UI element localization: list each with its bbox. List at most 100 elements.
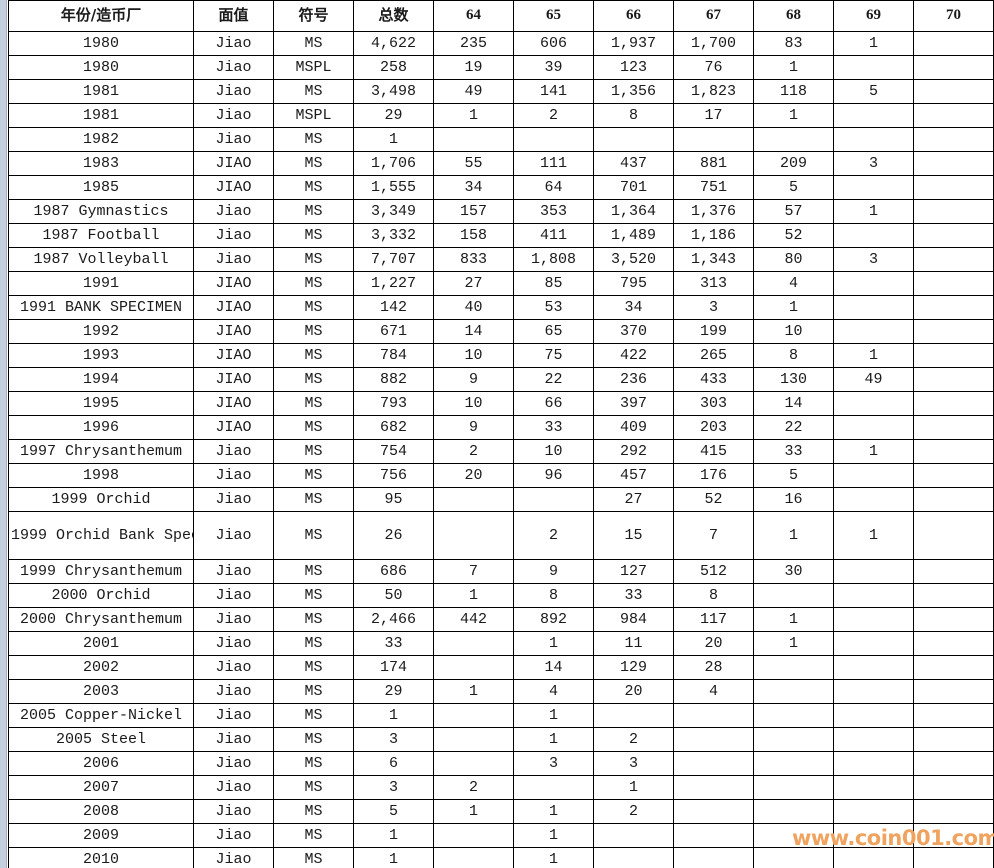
cell-total: 754 <box>353 439 434 464</box>
cell-g70 <box>913 655 994 680</box>
cell-denom: Jiao <box>193 247 274 272</box>
column-header-denom[interactable]: 面值 <box>193 0 274 32</box>
cell-g67: 203 <box>673 415 754 440</box>
cell-g64: 157 <box>433 199 514 224</box>
cell-total: 174 <box>353 655 434 680</box>
column-header-symbol[interactable]: 符号 <box>273 0 354 32</box>
cell-g66: 409 <box>593 415 674 440</box>
cell-symbol: MS <box>273 607 354 632</box>
table-row: 2009 Jiao MS 1 1 <box>8 823 994 848</box>
cell-g70 <box>913 559 994 584</box>
cell-g66: 422 <box>593 343 674 368</box>
cell-g64: 14 <box>433 319 514 344</box>
cell-g68 <box>753 775 834 800</box>
cell-g70 <box>913 703 994 728</box>
cell-row-label: 2003 <box>8 679 194 704</box>
cell-g66: 15 <box>593 511 674 560</box>
cell-g66: 1,489 <box>593 223 674 248</box>
cell-symbol: MS <box>273 559 354 584</box>
cell-g65: 4 <box>513 679 594 704</box>
cell-g64 <box>433 703 514 728</box>
column-header-g65[interactable]: 65 <box>513 0 594 32</box>
cell-g65: 33 <box>513 415 594 440</box>
table-row: 1997 Chrysanthemum Jiao MS 754 2 10 292 415 33 1 <box>8 439 994 464</box>
table-row: 1991 JIAO MS 1,227 27 85 795 313 4 <box>8 271 994 296</box>
cell-g70 <box>913 847 994 868</box>
cell-symbol: MS <box>273 583 354 608</box>
cell-total: 1 <box>353 823 434 848</box>
column-header-label[interactable]: 年份/造币厂 <box>8 0 194 32</box>
cell-symbol: MS <box>273 295 354 320</box>
cell-g68 <box>753 127 834 152</box>
cell-g68: 1 <box>753 607 834 632</box>
coin-population-table: 年份/造币厂 面值 符号 总数 64 65 66 67 68 69 70 1980 Jiao MS 4,6… <box>8 0 994 868</box>
cell-g69 <box>833 463 914 488</box>
cell-g69: 3 <box>833 151 914 176</box>
cell-g64: 10 <box>433 343 514 368</box>
column-header-g66[interactable]: 66 <box>593 0 674 32</box>
cell-g67 <box>673 823 754 848</box>
cell-g69: 49 <box>833 367 914 392</box>
cell-g67: 265 <box>673 343 754 368</box>
cell-g68 <box>753 655 834 680</box>
cell-g68: 83 <box>753 31 834 56</box>
cell-g67 <box>673 703 754 728</box>
cell-g70 <box>913 751 994 776</box>
cell-row-label: 1999 Chrysanthemum <box>8 559 194 584</box>
column-header-g67[interactable]: 67 <box>673 0 754 32</box>
column-header-g69[interactable]: 69 <box>833 0 914 32</box>
cell-g65: 75 <box>513 343 594 368</box>
cell-g66: 33 <box>593 583 674 608</box>
cell-g70 <box>913 823 994 848</box>
table-row: 1987 Volleyball Jiao MS 7,707 833 1,808 3,520 1… <box>8 247 994 272</box>
cell-g70 <box>913 415 994 440</box>
column-header-g68[interactable]: 68 <box>753 0 834 32</box>
cell-symbol: MS <box>273 775 354 800</box>
cell-g66 <box>593 847 674 868</box>
cell-g67: 199 <box>673 319 754 344</box>
cell-g67: 76 <box>673 55 754 80</box>
cell-g67 <box>673 799 754 824</box>
cell-g66: 20 <box>593 679 674 704</box>
cell-g65: 141 <box>513 79 594 104</box>
column-header-g64[interactable]: 64 <box>433 0 514 32</box>
cell-g67: 751 <box>673 175 754 200</box>
cell-row-label: 2009 <box>8 823 194 848</box>
cell-symbol: MS <box>273 415 354 440</box>
cell-row-label: 1981 <box>8 103 194 128</box>
cell-g68 <box>753 583 834 608</box>
cell-g68: 10 <box>753 319 834 344</box>
cell-g66: 34 <box>593 295 674 320</box>
cell-g70 <box>913 151 994 176</box>
cell-g67 <box>673 775 754 800</box>
cell-denom: Jiao <box>193 823 274 848</box>
cell-g69 <box>833 103 914 128</box>
cell-row-label: 2001 <box>8 631 194 656</box>
cell-g70 <box>913 247 994 272</box>
cell-g64 <box>433 823 514 848</box>
table-row: 1983 JIAO MS 1,706 55 111 437 881 209 3 <box>8 151 994 176</box>
cell-g67: 20 <box>673 631 754 656</box>
cell-g68 <box>753 847 834 868</box>
cell-g64 <box>433 751 514 776</box>
cell-g66: 2 <box>593 727 674 752</box>
cell-g67: 3 <box>673 295 754 320</box>
column-header-g70[interactable]: 70 <box>913 0 994 32</box>
cell-g66: 123 <box>593 55 674 80</box>
table-row: 2006 Jiao MS 6 3 3 <box>8 751 994 776</box>
cell-g65: 22 <box>513 367 594 392</box>
cell-g69 <box>833 655 914 680</box>
cell-g67: 433 <box>673 367 754 392</box>
cell-symbol: MS <box>273 343 354 368</box>
cell-g66: 437 <box>593 151 674 176</box>
cell-g69: 3 <box>833 247 914 272</box>
cell-row-label: 2006 <box>8 751 194 776</box>
cell-g65: 353 <box>513 199 594 224</box>
cell-g68 <box>753 823 834 848</box>
cell-g65: 1,808 <box>513 247 594 272</box>
cell-symbol: MS <box>273 703 354 728</box>
cell-g65: 39 <box>513 55 594 80</box>
column-header-total[interactable]: 总数 <box>353 0 434 32</box>
cell-g67 <box>673 727 754 752</box>
cell-total: 142 <box>353 295 434 320</box>
